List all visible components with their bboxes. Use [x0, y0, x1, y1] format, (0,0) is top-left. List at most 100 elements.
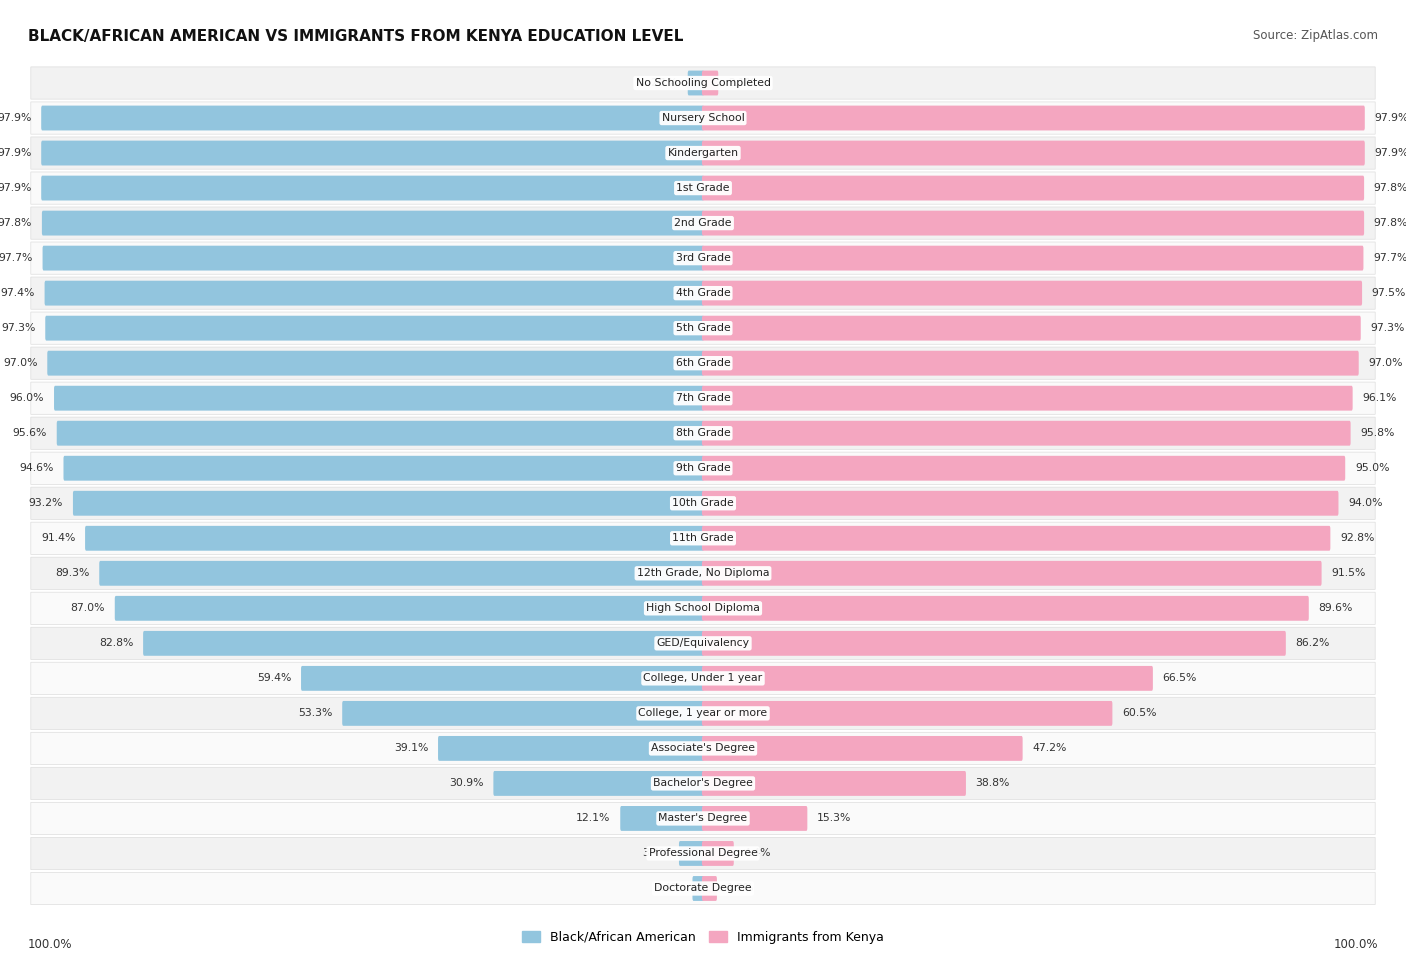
- Text: Doctorate Degree: Doctorate Degree: [654, 883, 752, 893]
- Text: 1.9%: 1.9%: [727, 883, 754, 893]
- Text: 100.0%: 100.0%: [28, 938, 73, 951]
- Text: 2.1%: 2.1%: [651, 78, 678, 88]
- Text: Professional Degree: Professional Degree: [648, 848, 758, 858]
- FancyBboxPatch shape: [41, 105, 704, 131]
- Text: 39.1%: 39.1%: [394, 743, 429, 754]
- Text: 3rd Grade: 3rd Grade: [675, 254, 731, 263]
- FancyBboxPatch shape: [342, 701, 704, 725]
- Text: 7th Grade: 7th Grade: [676, 393, 730, 404]
- FancyBboxPatch shape: [63, 455, 704, 481]
- FancyBboxPatch shape: [45, 316, 704, 340]
- FancyBboxPatch shape: [31, 207, 1375, 239]
- Text: 97.4%: 97.4%: [0, 289, 35, 298]
- Text: 92.8%: 92.8%: [1340, 533, 1375, 543]
- Text: 1.4%: 1.4%: [655, 883, 683, 893]
- Text: 97.3%: 97.3%: [1, 323, 35, 333]
- FancyBboxPatch shape: [31, 767, 1375, 800]
- Text: 38.8%: 38.8%: [976, 778, 1010, 789]
- FancyBboxPatch shape: [31, 662, 1375, 694]
- FancyBboxPatch shape: [31, 488, 1375, 520]
- FancyBboxPatch shape: [31, 557, 1375, 590]
- Text: 97.0%: 97.0%: [3, 358, 38, 369]
- Text: 91.4%: 91.4%: [41, 533, 76, 543]
- FancyBboxPatch shape: [31, 277, 1375, 309]
- FancyBboxPatch shape: [702, 666, 1153, 691]
- Text: 6th Grade: 6th Grade: [676, 358, 730, 369]
- Text: 95.8%: 95.8%: [1361, 428, 1395, 438]
- Text: 47.2%: 47.2%: [1032, 743, 1067, 754]
- FancyBboxPatch shape: [439, 736, 704, 760]
- FancyBboxPatch shape: [702, 561, 1322, 586]
- Text: 10th Grade: 10th Grade: [672, 498, 734, 508]
- Text: 89.6%: 89.6%: [1319, 604, 1353, 613]
- Text: BLACK/AFRICAN AMERICAN VS IMMIGRANTS FROM KENYA EDUCATION LEVEL: BLACK/AFRICAN AMERICAN VS IMMIGRANTS FRO…: [28, 29, 683, 44]
- Text: 97.8%: 97.8%: [0, 218, 32, 228]
- FancyBboxPatch shape: [702, 455, 1346, 481]
- Text: 12th Grade, No Diploma: 12th Grade, No Diploma: [637, 568, 769, 578]
- Text: 97.8%: 97.8%: [1374, 218, 1406, 228]
- Text: 9th Grade: 9th Grade: [676, 463, 730, 473]
- Text: College, 1 year or more: College, 1 year or more: [638, 709, 768, 719]
- Text: Kindergarten: Kindergarten: [668, 148, 738, 158]
- FancyBboxPatch shape: [31, 312, 1375, 344]
- Text: 95.6%: 95.6%: [13, 428, 46, 438]
- Text: 97.9%: 97.9%: [0, 183, 31, 193]
- FancyBboxPatch shape: [31, 592, 1375, 624]
- Text: Master's Degree: Master's Degree: [658, 813, 748, 824]
- Text: 59.4%: 59.4%: [257, 674, 291, 683]
- Text: 66.5%: 66.5%: [1163, 674, 1197, 683]
- Text: 15.3%: 15.3%: [817, 813, 852, 824]
- FancyBboxPatch shape: [41, 140, 704, 166]
- FancyBboxPatch shape: [31, 67, 1375, 99]
- FancyBboxPatch shape: [42, 246, 704, 270]
- FancyBboxPatch shape: [702, 351, 1358, 375]
- FancyBboxPatch shape: [143, 631, 704, 656]
- FancyBboxPatch shape: [702, 841, 734, 866]
- Text: 94.6%: 94.6%: [20, 463, 53, 473]
- FancyBboxPatch shape: [702, 631, 1286, 656]
- FancyBboxPatch shape: [702, 211, 1364, 236]
- Text: 2.1%: 2.1%: [728, 78, 755, 88]
- FancyBboxPatch shape: [702, 140, 1365, 166]
- Text: Source: ZipAtlas.com: Source: ZipAtlas.com: [1253, 29, 1378, 42]
- Text: 4th Grade: 4th Grade: [676, 289, 730, 298]
- FancyBboxPatch shape: [53, 386, 704, 410]
- Text: 12.1%: 12.1%: [576, 813, 610, 824]
- FancyBboxPatch shape: [693, 877, 704, 901]
- Text: 93.2%: 93.2%: [30, 498, 63, 508]
- FancyBboxPatch shape: [31, 136, 1375, 170]
- FancyBboxPatch shape: [31, 523, 1375, 555]
- FancyBboxPatch shape: [86, 526, 704, 551]
- Text: 1st Grade: 1st Grade: [676, 183, 730, 193]
- Text: 97.0%: 97.0%: [1368, 358, 1403, 369]
- Text: 2nd Grade: 2nd Grade: [675, 218, 731, 228]
- FancyBboxPatch shape: [115, 596, 704, 621]
- FancyBboxPatch shape: [100, 561, 704, 586]
- FancyBboxPatch shape: [31, 172, 1375, 204]
- Text: 91.5%: 91.5%: [1331, 568, 1365, 578]
- FancyBboxPatch shape: [702, 246, 1364, 270]
- FancyBboxPatch shape: [301, 666, 704, 691]
- FancyBboxPatch shape: [31, 697, 1375, 729]
- Text: 97.8%: 97.8%: [1374, 183, 1406, 193]
- FancyBboxPatch shape: [494, 771, 704, 796]
- Text: 86.2%: 86.2%: [1295, 639, 1330, 648]
- FancyBboxPatch shape: [702, 736, 1022, 760]
- FancyBboxPatch shape: [56, 421, 704, 446]
- FancyBboxPatch shape: [702, 771, 966, 796]
- FancyBboxPatch shape: [679, 841, 704, 866]
- Text: 97.9%: 97.9%: [1375, 113, 1406, 123]
- Text: 3.4%: 3.4%: [641, 848, 669, 858]
- Text: 82.8%: 82.8%: [98, 639, 134, 648]
- FancyBboxPatch shape: [702, 105, 1365, 131]
- FancyBboxPatch shape: [620, 806, 704, 831]
- Text: 96.1%: 96.1%: [1362, 393, 1396, 404]
- FancyBboxPatch shape: [45, 281, 704, 305]
- FancyBboxPatch shape: [31, 838, 1375, 870]
- FancyBboxPatch shape: [31, 102, 1375, 135]
- FancyBboxPatch shape: [31, 627, 1375, 659]
- Text: Nursery School: Nursery School: [662, 113, 744, 123]
- Text: 97.9%: 97.9%: [0, 113, 31, 123]
- Text: 95.0%: 95.0%: [1355, 463, 1389, 473]
- Text: 4.4%: 4.4%: [744, 848, 770, 858]
